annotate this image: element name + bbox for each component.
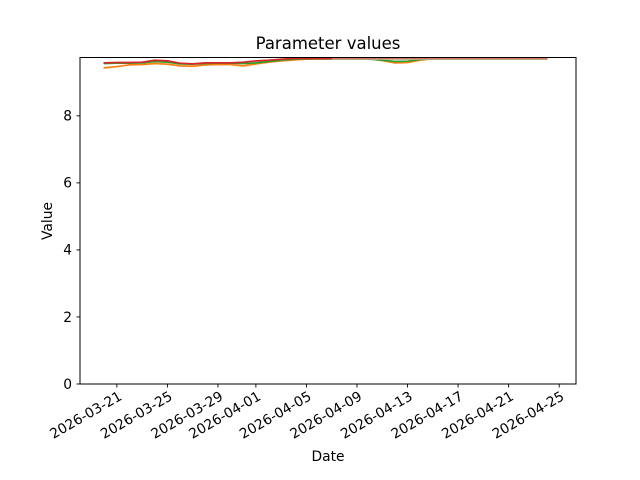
y-tick-label: 2 <box>63 310 72 326</box>
y-tick-label: 6 <box>63 176 72 192</box>
y-tick-label: 0 <box>63 377 72 393</box>
y-tick-label: 4 <box>63 243 72 259</box>
plot-area: 024682026-03-212026-03-252026-03-292026-… <box>47 57 577 443</box>
axes-spines <box>79 57 577 385</box>
x-axis-label: Date <box>312 449 345 465</box>
chart-title: Parameter values <box>256 34 401 53</box>
y-tick-label: 8 <box>63 109 72 125</box>
y-axis-label: Value <box>40 202 56 240</box>
